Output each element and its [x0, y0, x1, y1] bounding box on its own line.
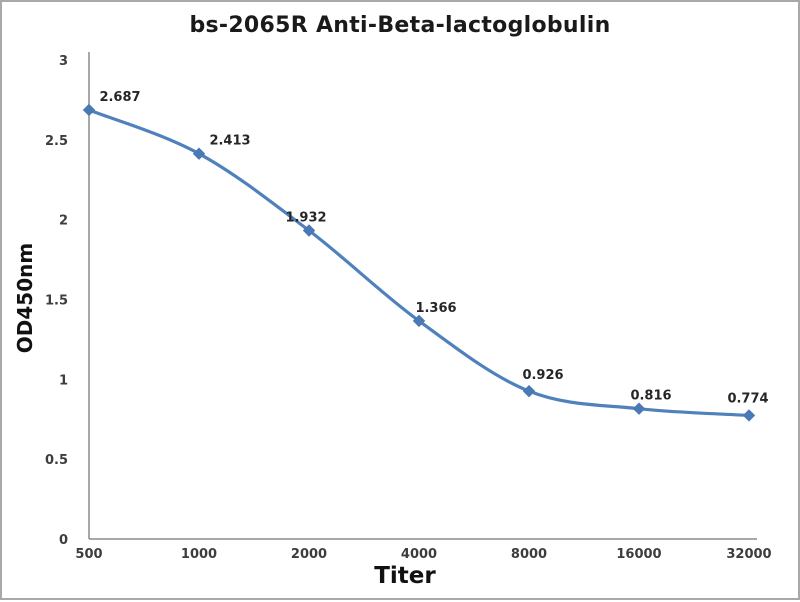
point-marker [632, 402, 646, 415]
x-tick-label: 2000 [291, 547, 327, 562]
point-label: 2.413 [209, 134, 250, 149]
point-marker [302, 224, 316, 237]
point-marker [82, 103, 96, 117]
x-tick-label: 500 [75, 547, 102, 562]
point-label: 1.366 [415, 301, 456, 316]
point-label: 2.687 [99, 90, 140, 105]
chart-title: bs-2065R Anti-Beta-lactoglobulin [189, 13, 611, 38]
x-tick-label: 4000 [401, 547, 437, 562]
point-label: 0.774 [727, 391, 768, 406]
y-tick-label: 1.5 [45, 294, 68, 309]
y-tick-label: 0 [59, 533, 68, 548]
series-curve [87, 108, 751, 417]
y-tick-label: 3 [59, 54, 68, 69]
x-axis-title: Titer [374, 563, 436, 589]
x-tick-label: 1000 [181, 547, 217, 562]
y-tick-label: 2.5 [45, 134, 68, 149]
x-tick-label: 8000 [511, 547, 547, 562]
point-marker [412, 314, 426, 328]
x-tick-label: 32000 [726, 547, 771, 562]
point-label: 0.926 [522, 368, 563, 383]
y-tick-label: 2 [59, 214, 68, 229]
point-marker [522, 384, 536, 398]
x-tick-label: 16000 [616, 547, 661, 562]
point-label: 1.932 [285, 211, 326, 226]
y-tick-label: 1 [59, 373, 68, 388]
y-tick-label: 0.5 [45, 453, 68, 468]
point-marker [192, 147, 206, 160]
point-marker [742, 409, 756, 422]
point-label: 0.816 [630, 389, 671, 404]
